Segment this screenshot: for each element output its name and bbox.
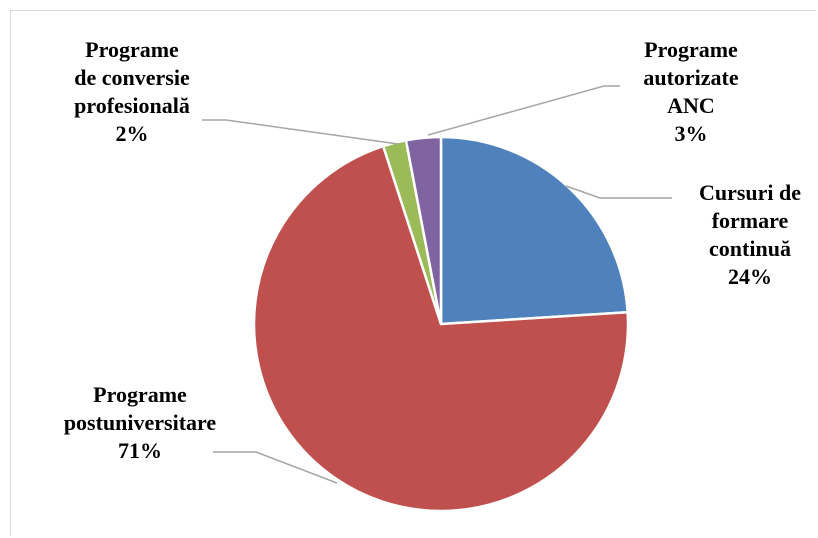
slice-name-line: profesională — [74, 93, 190, 118]
slice-percent-label: 3% — [675, 121, 708, 146]
slice-name-line: Cursuri de — [699, 180, 801, 205]
data-label-programe-de-conversie-profesionala: Programe de conversie profesională 2% — [74, 37, 190, 146]
slice-name-line: autorizate — [643, 65, 739, 90]
data-label-programe-postuniversitare: Programe postuniversitare 71% — [64, 382, 217, 463]
slice-name-line: Programe — [85, 37, 179, 62]
leader-line-cursuri-de-formare-continua — [566, 186, 672, 198]
leader-line-programe-de-conversie-profesionala — [202, 120, 398, 144]
data-label-cursuri-de-formare-continua: Cursuri de formare continuă 24% — [699, 180, 801, 289]
data-label-programe-autorizate-anc: Programe autorizate ANC 3% — [643, 37, 739, 146]
slice-name-line: formare — [712, 208, 789, 233]
slice-name-line: de conversie — [74, 65, 190, 90]
slice-percent-label: 71% — [118, 438, 162, 463]
leader-line-programe-autorizate-anc — [428, 86, 620, 135]
slice-name-line: Programe — [644, 37, 738, 62]
slice-percent-label: 2% — [116, 121, 149, 146]
slice-name-line: continuă — [709, 236, 791, 261]
slice-name-line: ANC — [667, 93, 715, 118]
slice-name-line: Programe — [93, 382, 187, 407]
slice-percent-label: 24% — [728, 264, 772, 289]
slice-name-line: postuniversitare — [64, 410, 217, 435]
pie-slice-cursuri-de-formare-continua — [441, 137, 628, 324]
